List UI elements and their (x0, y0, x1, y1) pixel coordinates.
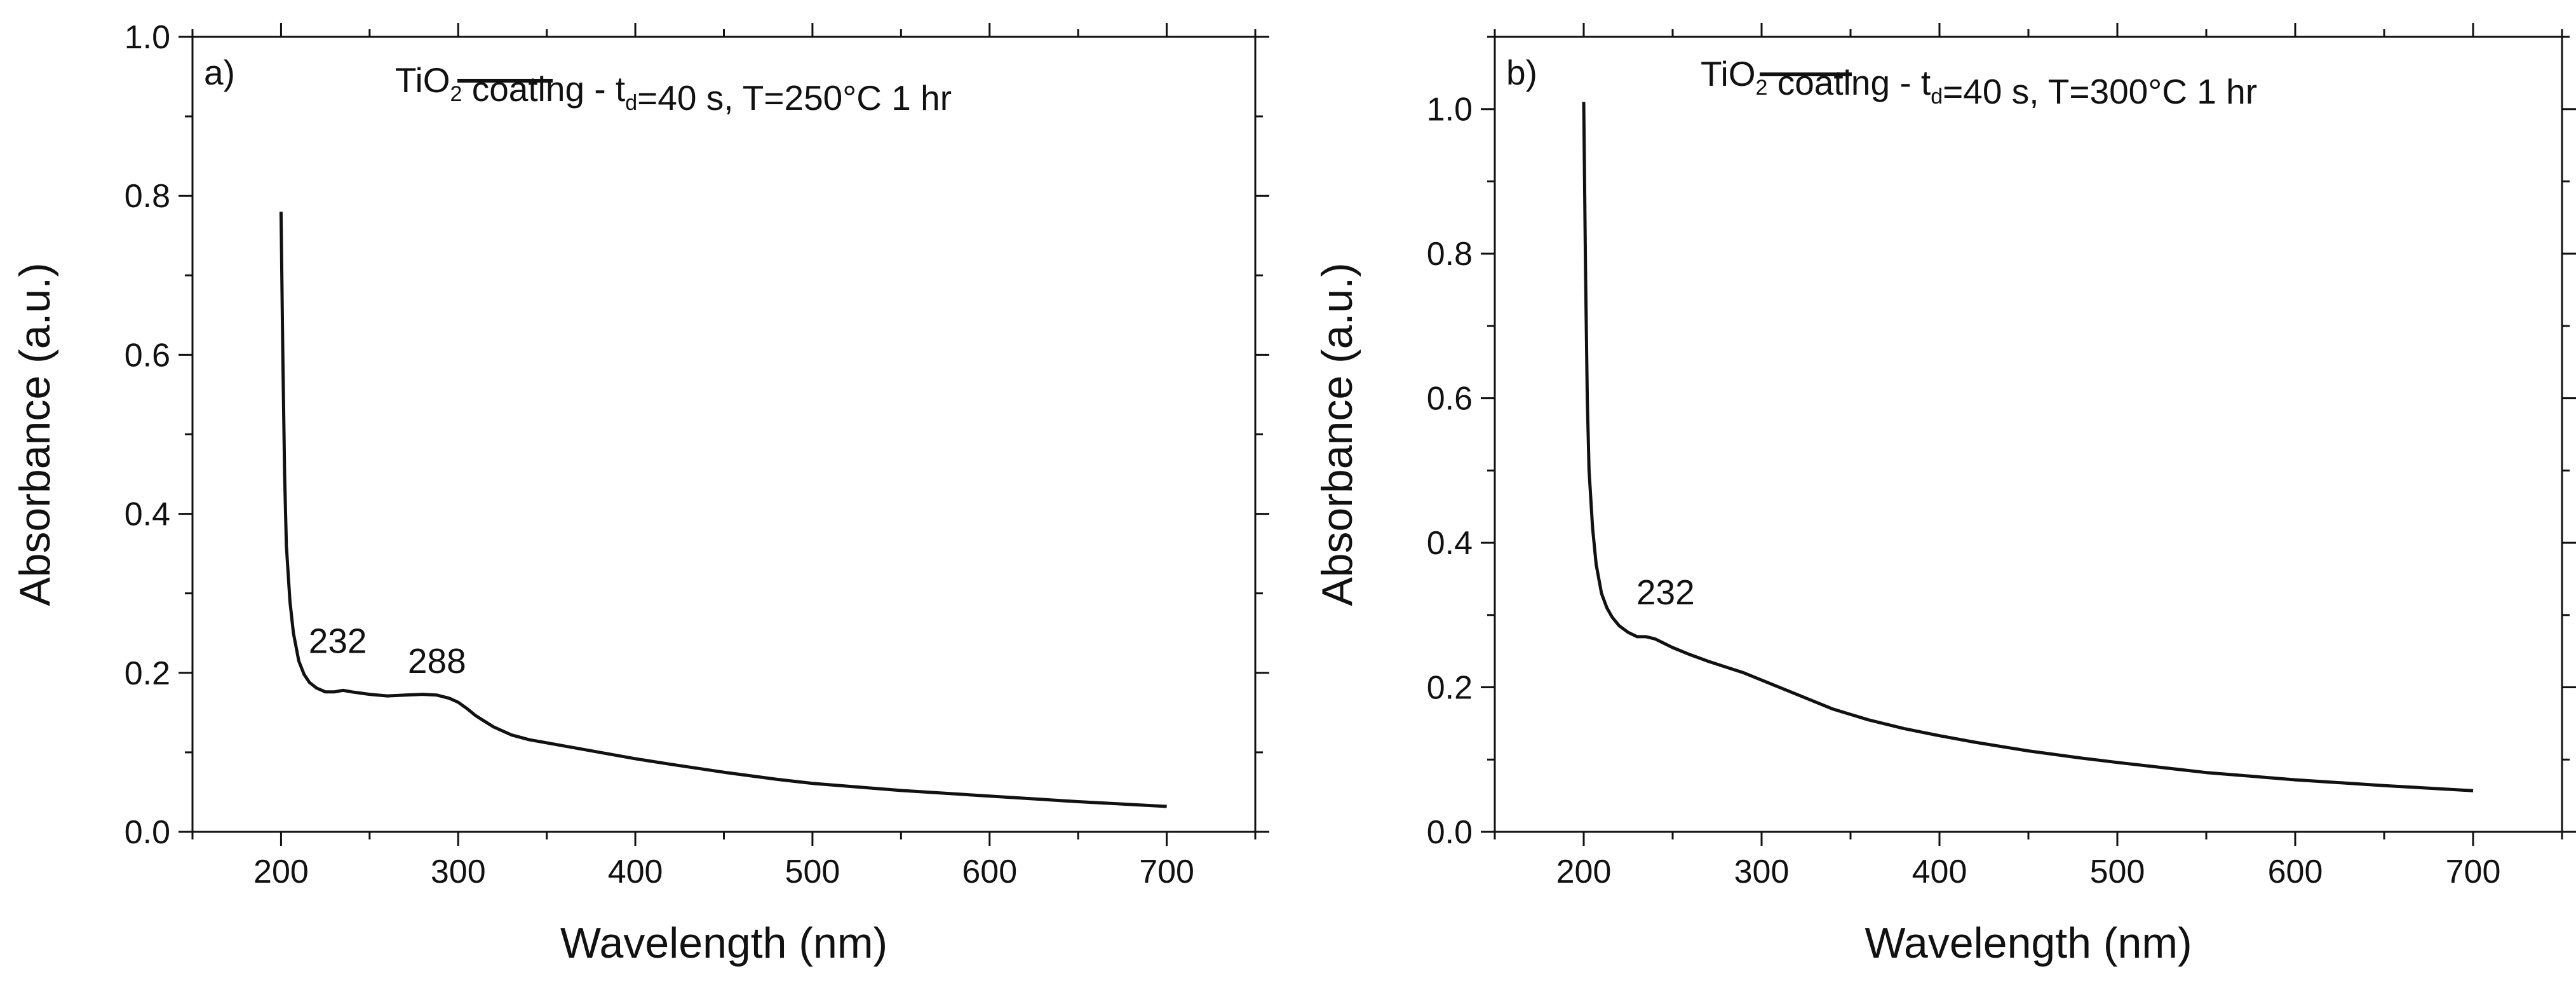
y-tick-label: 0.2 (1427, 670, 1473, 707)
y-tick-label: 0.8 (1427, 236, 1473, 273)
x-axis-title: Wavelength (nm) (1865, 919, 2192, 967)
legend-subscript: d (625, 91, 637, 115)
y-tick-label: 0.8 (125, 178, 170, 215)
series-line (279, 212, 1167, 808)
y-tick-label: 0.4 (125, 496, 170, 533)
panel-b: 200 300 400 500 600 700 0.0 0.2 0.4 0.6 0.8 1.0 Wave… (1313, 23, 2576, 967)
series-line (1582, 102, 2474, 792)
y-axis-title: Absorbance (a.u.) (11, 262, 59, 606)
y-tick-label: 0.2 (125, 655, 170, 692)
x-tick-label: 300 (431, 853, 486, 890)
peak-annotation: 232 (309, 622, 367, 661)
panel-label: b) (1506, 53, 1537, 92)
plot-frame (1494, 36, 2563, 833)
legend-label: TiO2 coating - td=40 s, T=250°C 1 hr (395, 60, 952, 118)
y-axis-title: Absorbance (a.u.) (1313, 262, 1361, 606)
x-tick-label: 500 (2090, 853, 2145, 890)
plot-frame (191, 36, 1257, 833)
x-tick-label: 600 (962, 853, 1017, 890)
legend-text-part: TiO (1701, 54, 1756, 93)
x-tick-label: 400 (1912, 853, 1967, 890)
y-tick-label: 0.6 (125, 337, 170, 374)
legend-subscript: 2 (1756, 76, 1768, 100)
legend-text-part: =40 s, T=300°C 1 hr (1943, 72, 2257, 111)
y-tick-label: 1.0 (1427, 92, 1473, 128)
legend-text-part: coating - t (462, 69, 625, 109)
legend-label: TiO2 coating - td=40 s, T=300°C 1 hr (1701, 54, 2257, 111)
y-tick-label: 1.0 (125, 19, 170, 56)
x-tick-label: 400 (608, 853, 663, 890)
peak-annotation: 288 (408, 641, 466, 681)
legend-subscript: d (1931, 85, 1943, 109)
x-axis-title: Wavelength (nm) (560, 919, 887, 967)
y-tick-label: 0.0 (125, 814, 170, 851)
panel-a: 200 300 400 500 600 700 0.0 0.2 0.4 0.6 0.8 1.0 Wave… (11, 19, 1269, 967)
x-tick-label: 300 (1734, 853, 1790, 890)
x-tick-label: 700 (2446, 853, 2501, 890)
y-tick-label: 0.4 (1427, 525, 1473, 562)
x-tick-label: 600 (2268, 853, 2323, 890)
legend-text-part: =40 s, T=250°C 1 hr (637, 78, 952, 118)
y-tick-label: 0.0 (1427, 814, 1473, 851)
x-tick-label: 200 (1556, 853, 1612, 890)
legend-text-part: coating - t (1767, 63, 1931, 102)
peak-annotation: 232 (1636, 573, 1695, 612)
x-tick-label: 200 (253, 853, 309, 890)
x-tick-label: 700 (1139, 853, 1194, 890)
legend-text-part: TiO (395, 60, 450, 100)
legend-subscript: 2 (450, 82, 462, 106)
x-tick-label: 500 (785, 853, 840, 890)
y-tick-label: 0.6 (1427, 381, 1473, 418)
panel-label: a) (204, 53, 235, 92)
